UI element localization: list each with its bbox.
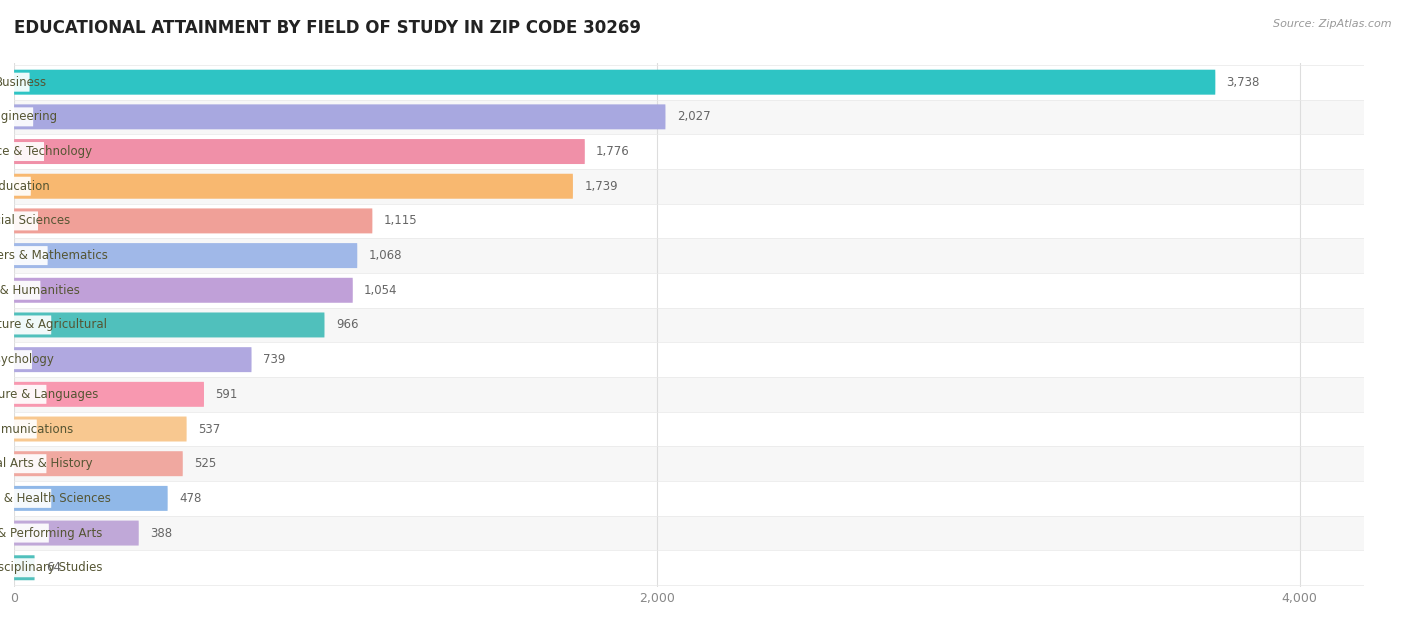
Text: Multidisciplinary Studies: Multidisciplinary Studies bbox=[0, 561, 103, 574]
FancyBboxPatch shape bbox=[13, 211, 38, 230]
FancyBboxPatch shape bbox=[11, 385, 46, 404]
Text: Business: Business bbox=[0, 76, 48, 89]
FancyBboxPatch shape bbox=[14, 208, 373, 233]
Bar bbox=[14, 377, 1406, 411]
FancyBboxPatch shape bbox=[11, 281, 41, 300]
Text: 3,738: 3,738 bbox=[1226, 76, 1260, 89]
Text: 2,027: 2,027 bbox=[676, 110, 710, 123]
FancyBboxPatch shape bbox=[14, 69, 1215, 95]
FancyBboxPatch shape bbox=[13, 420, 37, 439]
Bar bbox=[14, 239, 1406, 273]
FancyBboxPatch shape bbox=[14, 416, 187, 442]
FancyBboxPatch shape bbox=[11, 524, 49, 543]
Text: 1,054: 1,054 bbox=[364, 284, 398, 297]
Text: Social Sciences: Social Sciences bbox=[0, 215, 70, 227]
Bar bbox=[14, 550, 1406, 585]
Bar bbox=[14, 446, 1406, 481]
Text: Education: Education bbox=[0, 180, 51, 192]
FancyBboxPatch shape bbox=[11, 558, 51, 577]
Text: 537: 537 bbox=[198, 423, 221, 435]
Text: 525: 525 bbox=[194, 457, 217, 470]
Bar bbox=[14, 65, 1406, 100]
FancyBboxPatch shape bbox=[14, 139, 585, 164]
Text: 1,068: 1,068 bbox=[368, 249, 402, 262]
FancyBboxPatch shape bbox=[14, 555, 35, 581]
Text: Physical & Health Sciences: Physical & Health Sciences bbox=[0, 492, 111, 505]
Text: Arts & Humanities: Arts & Humanities bbox=[0, 284, 80, 297]
Text: 64: 64 bbox=[46, 561, 60, 574]
Text: EDUCATIONAL ATTAINMENT BY FIELD OF STUDY IN ZIP CODE 30269: EDUCATIONAL ATTAINMENT BY FIELD OF STUDY… bbox=[14, 19, 641, 37]
Bar bbox=[14, 481, 1406, 516]
Text: 966: 966 bbox=[336, 319, 359, 331]
FancyBboxPatch shape bbox=[14, 521, 139, 546]
FancyBboxPatch shape bbox=[14, 486, 167, 511]
Text: Literature & Languages: Literature & Languages bbox=[0, 388, 98, 401]
FancyBboxPatch shape bbox=[14, 451, 183, 476]
FancyBboxPatch shape bbox=[14, 278, 353, 303]
FancyBboxPatch shape bbox=[13, 107, 34, 126]
FancyBboxPatch shape bbox=[14, 104, 665, 129]
Text: Liberal Arts & History: Liberal Arts & History bbox=[0, 457, 93, 470]
FancyBboxPatch shape bbox=[11, 316, 51, 334]
Bar bbox=[14, 516, 1406, 550]
Text: 478: 478 bbox=[179, 492, 201, 505]
FancyBboxPatch shape bbox=[14, 174, 572, 199]
Text: Psychology: Psychology bbox=[0, 353, 55, 366]
Text: Source: ZipAtlas.com: Source: ZipAtlas.com bbox=[1274, 19, 1392, 29]
FancyBboxPatch shape bbox=[14, 382, 204, 407]
Text: Communications: Communications bbox=[0, 423, 75, 435]
Text: 1,115: 1,115 bbox=[384, 215, 418, 227]
Text: 739: 739 bbox=[263, 353, 285, 366]
FancyBboxPatch shape bbox=[13, 177, 31, 196]
Bar bbox=[14, 204, 1406, 239]
FancyBboxPatch shape bbox=[11, 489, 51, 508]
Bar bbox=[14, 308, 1406, 342]
FancyBboxPatch shape bbox=[11, 246, 48, 265]
FancyBboxPatch shape bbox=[14, 243, 357, 268]
Text: Bio, Nature & Agricultural: Bio, Nature & Agricultural bbox=[0, 319, 107, 331]
Text: 591: 591 bbox=[215, 388, 238, 401]
Bar bbox=[14, 411, 1406, 446]
FancyBboxPatch shape bbox=[11, 454, 46, 473]
FancyBboxPatch shape bbox=[11, 142, 44, 161]
Text: 1,776: 1,776 bbox=[596, 145, 630, 158]
FancyBboxPatch shape bbox=[13, 350, 32, 369]
Bar bbox=[14, 134, 1406, 169]
Text: Science & Technology: Science & Technology bbox=[0, 145, 91, 158]
FancyBboxPatch shape bbox=[13, 73, 30, 91]
Text: Engineering: Engineering bbox=[0, 110, 59, 123]
Text: Visual & Performing Arts: Visual & Performing Arts bbox=[0, 527, 103, 540]
FancyBboxPatch shape bbox=[14, 312, 325, 338]
Bar bbox=[14, 100, 1406, 134]
Text: 1,739: 1,739 bbox=[583, 180, 617, 192]
Bar bbox=[14, 342, 1406, 377]
Text: 388: 388 bbox=[150, 527, 172, 540]
Text: Computers & Mathematics: Computers & Mathematics bbox=[0, 249, 108, 262]
Bar bbox=[14, 273, 1406, 308]
FancyBboxPatch shape bbox=[14, 347, 252, 372]
Bar bbox=[14, 169, 1406, 204]
